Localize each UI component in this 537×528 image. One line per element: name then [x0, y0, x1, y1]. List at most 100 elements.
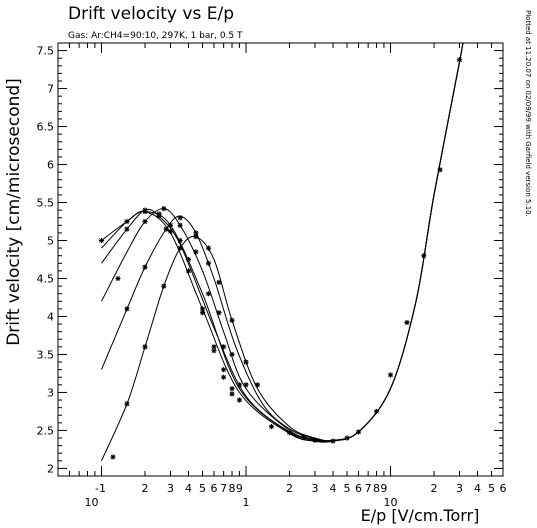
data-point: [161, 206, 167, 212]
data-point: [355, 429, 362, 435]
x-minor-label: 9: [236, 482, 243, 495]
series-line-6: [101, 43, 464, 462]
data-point: [185, 256, 192, 263]
x-minor-label: 4: [185, 482, 192, 495]
y-tick-label: 4: [47, 310, 54, 323]
series-line-2: [101, 43, 464, 443]
data-point: [115, 275, 121, 282]
side-note: Plotted at 11.20.07 on 02/09/99 with Gar…: [524, 10, 532, 217]
data-point: [193, 249, 199, 255]
x-tick-label-exponent: -1: [95, 482, 106, 495]
data-point: [193, 230, 199, 236]
data-point: [437, 167, 443, 173]
x-minor-label: 9: [380, 482, 387, 495]
y-tick-label: 6.5: [37, 121, 55, 134]
data-point: [229, 391, 235, 397]
x-tick-label: 10: [384, 496, 398, 509]
curve-group: [101, 43, 464, 462]
data-point: [221, 344, 227, 350]
x-minor-label: 3: [311, 482, 318, 495]
y-tick-label: 2.5: [37, 424, 55, 437]
data-point: [373, 408, 380, 415]
chart-title: Drift velocity vs E/p: [68, 4, 234, 24]
x-minor-label: 7: [220, 482, 227, 495]
data-point: [193, 234, 199, 240]
y-tick-label: 7.5: [37, 45, 55, 58]
y-tick-label: 4.5: [37, 272, 55, 285]
x-minor-label: 2: [431, 482, 438, 495]
y-tick-label: 7: [47, 83, 54, 96]
data-point: [216, 310, 222, 316]
data-point: [236, 382, 243, 388]
x-tick-label-base: 10: [85, 496, 99, 509]
data-point: [177, 237, 183, 244]
data-point: [211, 344, 217, 350]
data-point: [110, 454, 116, 460]
x-minor-label: 6: [355, 482, 362, 495]
data-point: [286, 430, 293, 436]
data-point: [456, 57, 463, 63]
x-minor-label: 4: [474, 482, 481, 495]
x-minor-label: 5: [488, 482, 495, 495]
data-point: [177, 215, 183, 221]
data-point: [177, 222, 183, 228]
y-axis-label: Drift velocity [cm/microsecond]: [4, 78, 24, 346]
marker-group: [98, 57, 463, 460]
plot-frame: [57, 42, 504, 477]
data-point: [221, 367, 227, 373]
data-point: [205, 291, 212, 297]
data-point: [124, 306, 130, 312]
data-point: [163, 226, 169, 232]
y-tick-label: 3.5: [37, 348, 55, 361]
data-point: [98, 237, 105, 244]
x-minor-label: 5: [344, 482, 351, 495]
data-point: [142, 218, 148, 225]
data-point: [211, 348, 217, 354]
x-minor-label: 5: [199, 482, 206, 495]
series-line-5: [101, 43, 464, 442]
data-point: [216, 279, 222, 285]
data-point: [199, 310, 206, 316]
data-point: [221, 374, 227, 380]
x-minor-label: 3: [167, 482, 174, 495]
x-minor-label: 6: [210, 482, 217, 495]
data-point: [205, 245, 212, 251]
x-axis: 10-11 102 3 4 5 6 7 8 9 2 3 4 5 6 7 8 9 2 3 4 5 6: [68, 43, 507, 509]
data-point: [161, 283, 167, 289]
y-tick-label: 5.5: [37, 197, 55, 210]
data-point: [229, 351, 235, 358]
x-minor-label: 7: [365, 482, 372, 495]
data-point: [268, 424, 275, 430]
data-point: [243, 382, 249, 388]
x-minor-label: 2: [142, 482, 149, 495]
chart-subtitle: Gas: Ar:CH4=90:10, 297K, 1 bar, 0.5 T: [68, 31, 243, 41]
data-point: [142, 344, 148, 350]
y-tick-label: 2: [47, 462, 54, 475]
data-point: [312, 437, 318, 443]
data-point: [421, 253, 427, 259]
x-tick-label: 1: [243, 496, 250, 509]
x-minor-label: 4: [330, 482, 337, 495]
data-point: [199, 306, 206, 312]
data-point: [229, 317, 235, 323]
data-point: [124, 401, 130, 407]
series-line-4: [101, 43, 464, 443]
series-line-3: [101, 43, 464, 443]
data-point: [387, 372, 394, 378]
data-point: [142, 264, 148, 270]
data-point: [300, 434, 307, 440]
x-minor-label: 6: [500, 482, 507, 495]
data-point: [205, 260, 212, 266]
data-point: [167, 222, 174, 228]
x-minor-label: 3: [456, 482, 463, 495]
data-point: [236, 397, 243, 403]
data-point: [243, 359, 249, 365]
y-axis: 2 2.5 3 3.5 4 4.5 5 5.5 6 6.5 7 7.5: [37, 42, 503, 475]
x-minor-label: 8: [373, 482, 380, 495]
y-tick-label: 6: [47, 159, 54, 172]
data-point: [167, 228, 174, 234]
data-point: [404, 319, 410, 326]
series-line-1: [101, 43, 464, 443]
data-point: [344, 435, 350, 441]
